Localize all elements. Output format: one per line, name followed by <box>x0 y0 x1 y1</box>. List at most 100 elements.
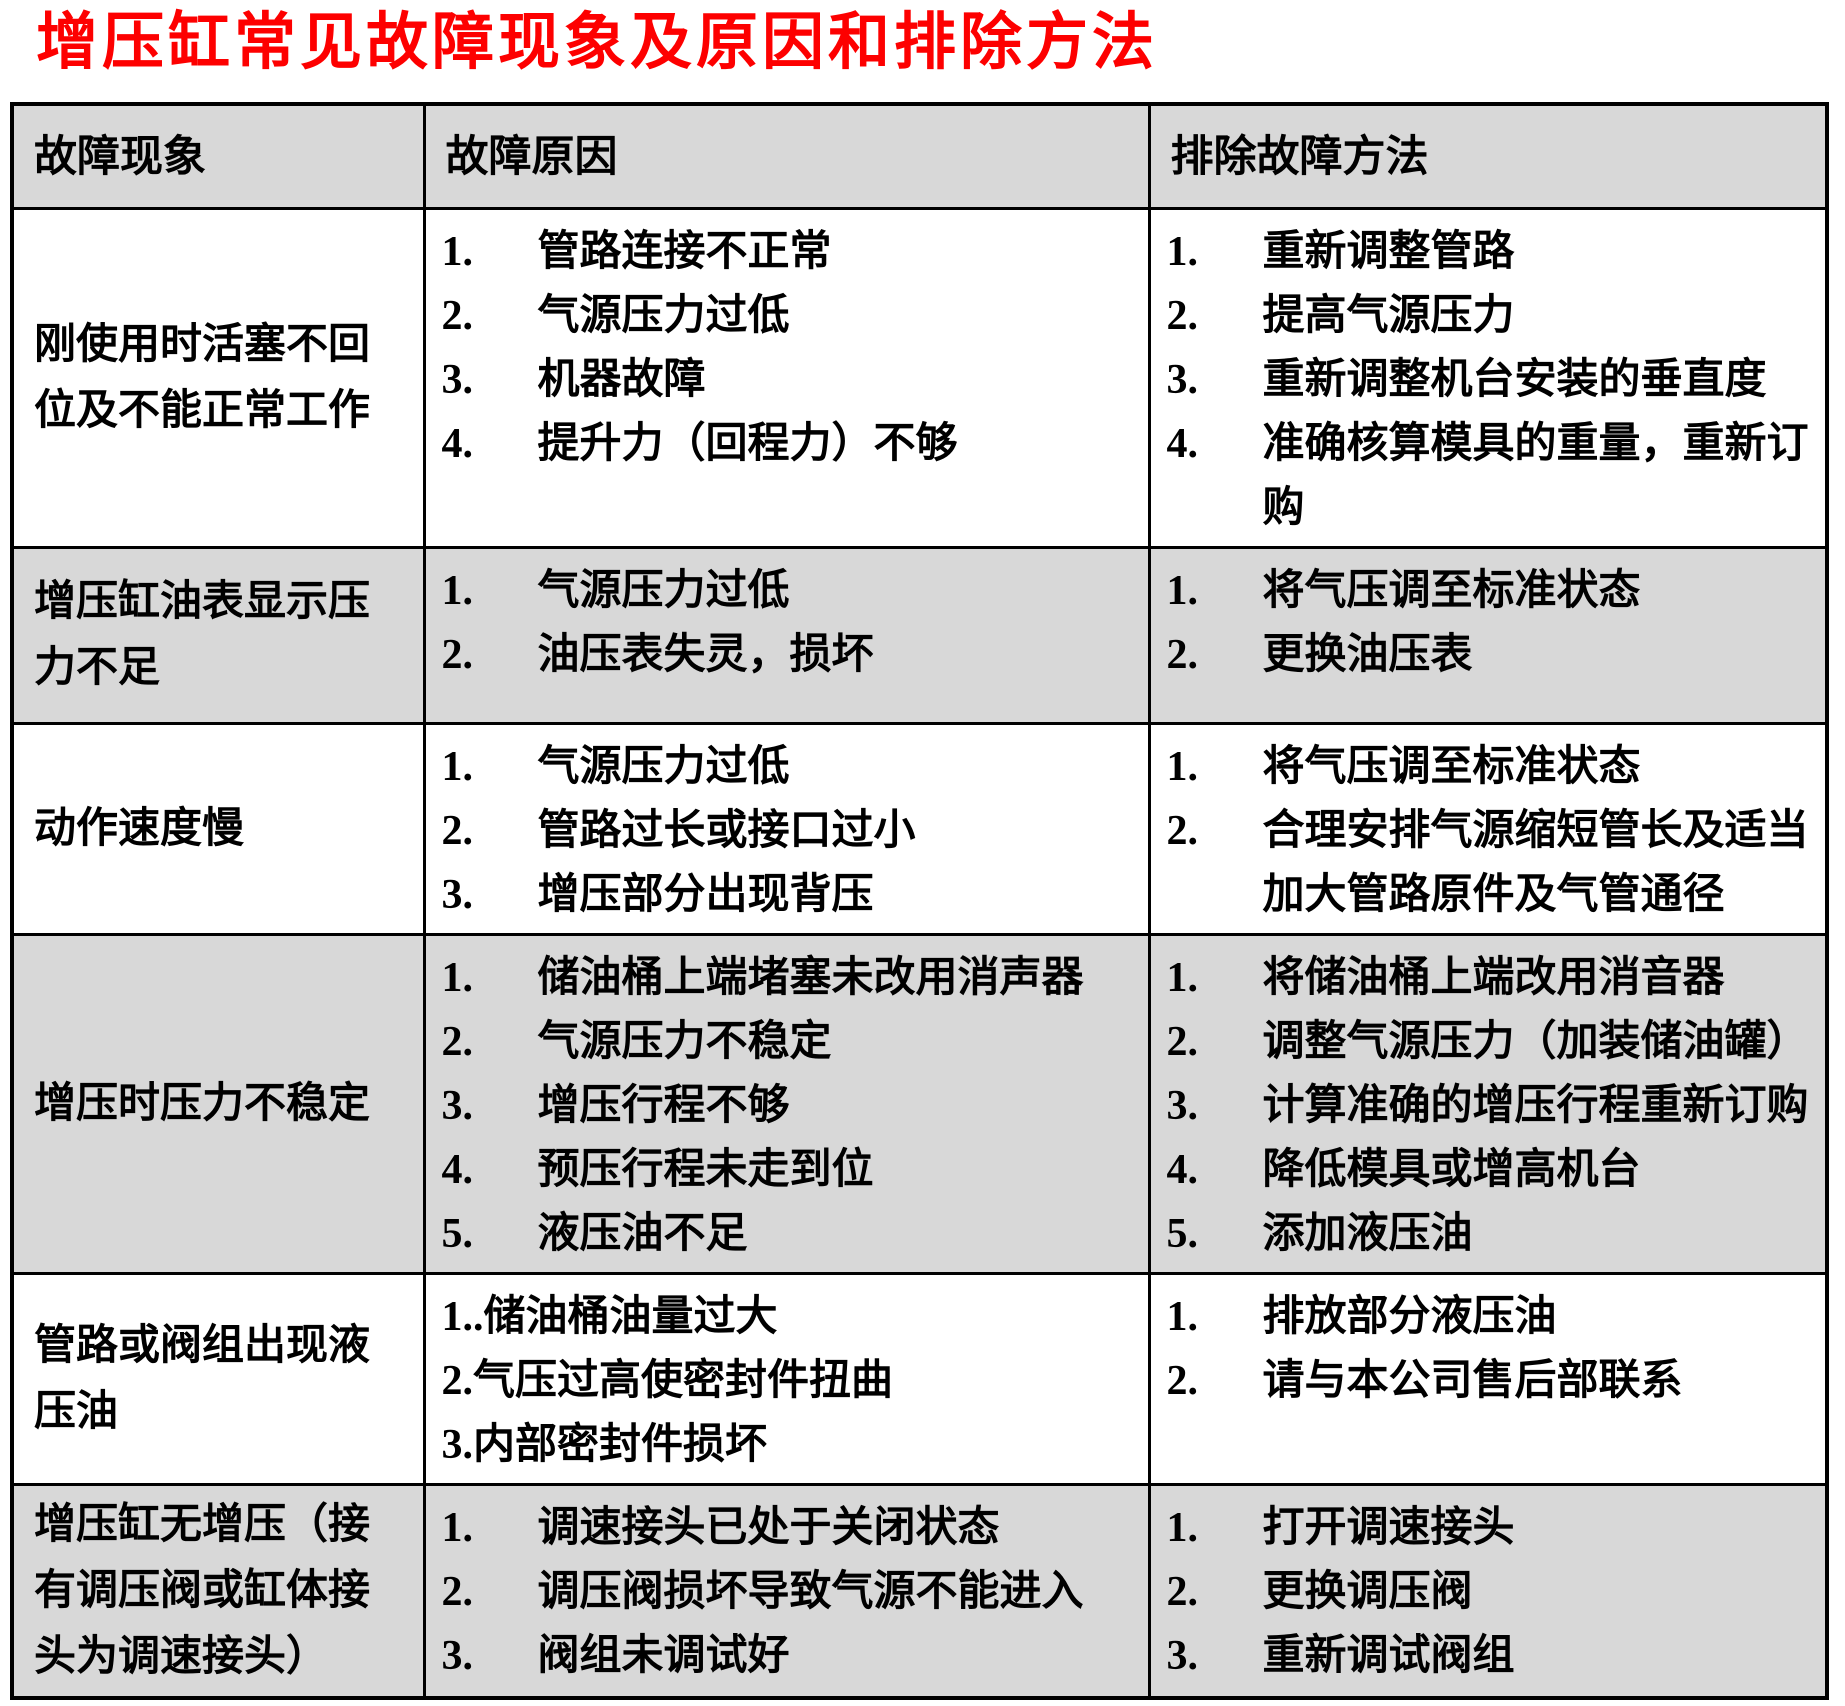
list-item: 1. 调速接头已处于关闭状态 <box>442 1496 1140 1560</box>
item-text: 排放部分液压油 <box>1262 1293 1557 1340</box>
method-cell: 1. 排放部分液压油 2. 请与本公司售后部联系 <box>1147 1271 1829 1486</box>
item-number: 3. <box>441 1632 474 1679</box>
header-cause: 故障原因 <box>422 102 1151 210</box>
method-cell: 1. 打开调速接头 2. 更换调压阀 3. 重新调试阀组 <box>1147 1482 1829 1699</box>
item-text: 降低模具或增高机台 <box>1262 1146 1641 1193</box>
item-number: 3. <box>441 871 474 918</box>
item-number: 4. <box>1166 1146 1199 1193</box>
list-item: 2. 管路过长或接口过小 <box>442 799 1140 863</box>
list-item: 3. 增压行程不够 <box>442 1074 1140 1138</box>
list-item: 3. 重新调试阀组 <box>1167 1624 1818 1688</box>
table-row: 刚使用时活塞不回位及不能正常工作 1. 管路连接不正常 2. 气源压力过低 3. 机器故障 4… <box>10 206 1829 549</box>
item-text: 储油桶上端堵塞未改用消声器 <box>537 954 1084 1001</box>
item-text: 准确核算模具的重量，重新订购 <box>1262 420 1809 531</box>
item-number: 4. <box>441 1146 474 1193</box>
item-number: 2. <box>1166 292 1199 339</box>
item-text: 更换油压表 <box>1262 631 1473 678</box>
item-number: 2. <box>1166 1357 1199 1404</box>
item-text: 气源压力过低 <box>537 567 790 614</box>
item-number: 1. <box>1166 743 1199 790</box>
page-title: 增压缸常见故障现象及原因和排除方法 <box>36 9 1159 77</box>
list-item: 1.. 储油桶油量过大 <box>442 1285 1140 1349</box>
phenomenon-cell: 增压缸油表显示压力不足 <box>10 545 426 725</box>
phenomenon-cell: 增压时压力不稳定 <box>10 932 426 1275</box>
item-text: 增压部分出现背压 <box>537 871 874 918</box>
item-number: 2. <box>1166 631 1199 678</box>
list-item: 2. 气源压力过低 <box>442 284 1140 348</box>
item-text: 管路连接不正常 <box>537 228 832 275</box>
list-item: 3. 增压部分出现背压 <box>442 863 1140 927</box>
list-item: 2. 气压过高使密封件扭曲 <box>442 1349 1140 1413</box>
item-text: 阀组未调试好 <box>537 1632 790 1679</box>
item-text: 提升力（回程力）不够 <box>537 420 958 467</box>
item-number: 2. <box>441 1018 474 1065</box>
cause-cell: 1. 气源压力过低 2. 管路过长或接口过小 3. 增压部分出现背压 <box>422 721 1151 936</box>
list-item: 2. 调压阀损坏导致气源不能进入 <box>442 1560 1140 1624</box>
item-text: 气源压力过低 <box>537 292 790 339</box>
list-item: 3. 计算准确的增压行程重新订购 <box>1167 1074 1818 1138</box>
item-text: 预压行程未走到位 <box>537 1146 874 1193</box>
item-number: 2. <box>441 631 474 678</box>
item-number: 1. <box>441 228 474 275</box>
item-number: 4. <box>441 420 474 467</box>
header-method: 排除故障方法 <box>1147 102 1829 210</box>
list-item: 2. 合理安排气源缩短管长及适当加大管路原件及气管通径 <box>1167 799 1818 927</box>
item-text: 重新调整机台安装的垂直度 <box>1262 356 1767 403</box>
item-number: 2. <box>441 292 474 339</box>
method-cell: 1. 将储油桶上端改用消音器 2. 调整气源压力（加装储油罐） 3. 计算准确的增压行程重… <box>1147 932 1829 1275</box>
list-item: 2. 更换油压表 <box>1167 623 1818 687</box>
item-number: 3. <box>1166 356 1199 403</box>
item-text: 调速接头已处于关闭状态 <box>537 1504 1000 1551</box>
list-item: 1. 排放部分液压油 <box>1167 1285 1818 1349</box>
header-phenomenon: 故障现象 <box>10 102 426 210</box>
item-text: 调整气源压力（加装储油罐） <box>1262 1018 1809 1065</box>
phenomenon-cell: 刚使用时活塞不回位及不能正常工作 <box>10 206 426 549</box>
list-item: 3. 机器故障 <box>442 348 1140 412</box>
table-row: 增压缸无增压（接有调压阀或缸体接头为调速接头） 1. 调速接头已处于关闭状态 2. 调压… <box>10 1482 1829 1699</box>
cause-cell: 1.. 储油桶油量过大 2. 气压过高使密封件扭曲 3. 内部密封件损坏 <box>422 1271 1151 1486</box>
item-text: 打开调速接头 <box>1262 1504 1515 1551</box>
list-item: 1. 将气压调至标准状态 <box>1167 735 1818 799</box>
list-item: 2. 调整气源压力（加装储油罐） <box>1167 1010 1818 1074</box>
list-item: 4. 提升力（回程力）不够 <box>442 412 1140 476</box>
table-row: 管路或阀组出现液压油 1.. 储油桶油量过大 2. 气压过高使密封件扭曲 3. 内部密封件损… <box>10 1271 1829 1486</box>
table-row: 增压缸油表显示压力不足 1. 气源压力过低 2. 油压表失灵，损坏 1. 将气压调至标准状态… <box>10 545 1829 725</box>
cause-cell: 1. 气源压力过低 2. 油压表失灵，损坏 <box>422 545 1151 725</box>
list-item: 4. 准确核算模具的重量，重新订购 <box>1167 412 1818 540</box>
list-item: 1. 将储油桶上端改用消音器 <box>1167 946 1818 1010</box>
item-number: 5. <box>1166 1210 1199 1257</box>
phenomenon-cell: 管路或阀组出现液压油 <box>10 1271 426 1486</box>
item-number: 1. <box>441 743 474 790</box>
item-number: 1. <box>1166 567 1199 614</box>
item-number: 3. <box>441 1082 474 1129</box>
list-item: 5. 液压油不足 <box>442 1202 1140 1266</box>
item-number: 2. <box>1166 1018 1199 1065</box>
list-item: 3. 重新调整机台安装的垂直度 <box>1167 348 1818 412</box>
item-number: 2. <box>1166 807 1199 854</box>
item-text: 合理安排气源缩短管长及适当加大管路原件及气管通径 <box>1262 807 1809 918</box>
item-text: 增压行程不够 <box>537 1082 790 1129</box>
item-text: 将气压调至标准状态 <box>1262 743 1641 790</box>
item-text: 重新调整管路 <box>1262 228 1515 275</box>
item-text: 调压阀损坏导致气源不能进入 <box>537 1568 1084 1615</box>
item-text: 气源压力过低 <box>537 743 790 790</box>
phenomenon-cell: 动作速度慢 <box>10 721 426 936</box>
item-number: 3. <box>1166 1082 1199 1129</box>
method-cell: 1. 将气压调至标准状态 2. 合理安排气源缩短管长及适当加大管路原件及气管通径 <box>1147 721 1829 936</box>
item-text: 管路过长或接口过小 <box>537 807 916 854</box>
item-text: 内部密封件损坏 <box>473 1421 768 1468</box>
item-number: 1. <box>1166 1504 1199 1551</box>
cause-cell: 1. 管路连接不正常 2. 气源压力过低 3. 机器故障 4. 提升力（回程力）不够 <box>422 206 1151 549</box>
list-item: 3. 内部密封件损坏 <box>442 1413 1140 1477</box>
list-item: 5. 添加液压油 <box>1167 1202 1818 1266</box>
list-item: 1. 重新调整管路 <box>1167 220 1818 284</box>
item-text: 将储油桶上端改用消音器 <box>1262 954 1725 1001</box>
item-text: 更换调压阀 <box>1262 1568 1473 1615</box>
item-number: 3. <box>441 1421 474 1468</box>
item-text: 气源压力不稳定 <box>537 1018 832 1065</box>
list-item: 4. 降低模具或增高机台 <box>1167 1138 1818 1202</box>
list-item: 1. 储油桶上端堵塞未改用消声器 <box>442 946 1140 1010</box>
item-number: 3. <box>1166 1632 1199 1679</box>
item-number: 1. <box>441 1504 474 1551</box>
